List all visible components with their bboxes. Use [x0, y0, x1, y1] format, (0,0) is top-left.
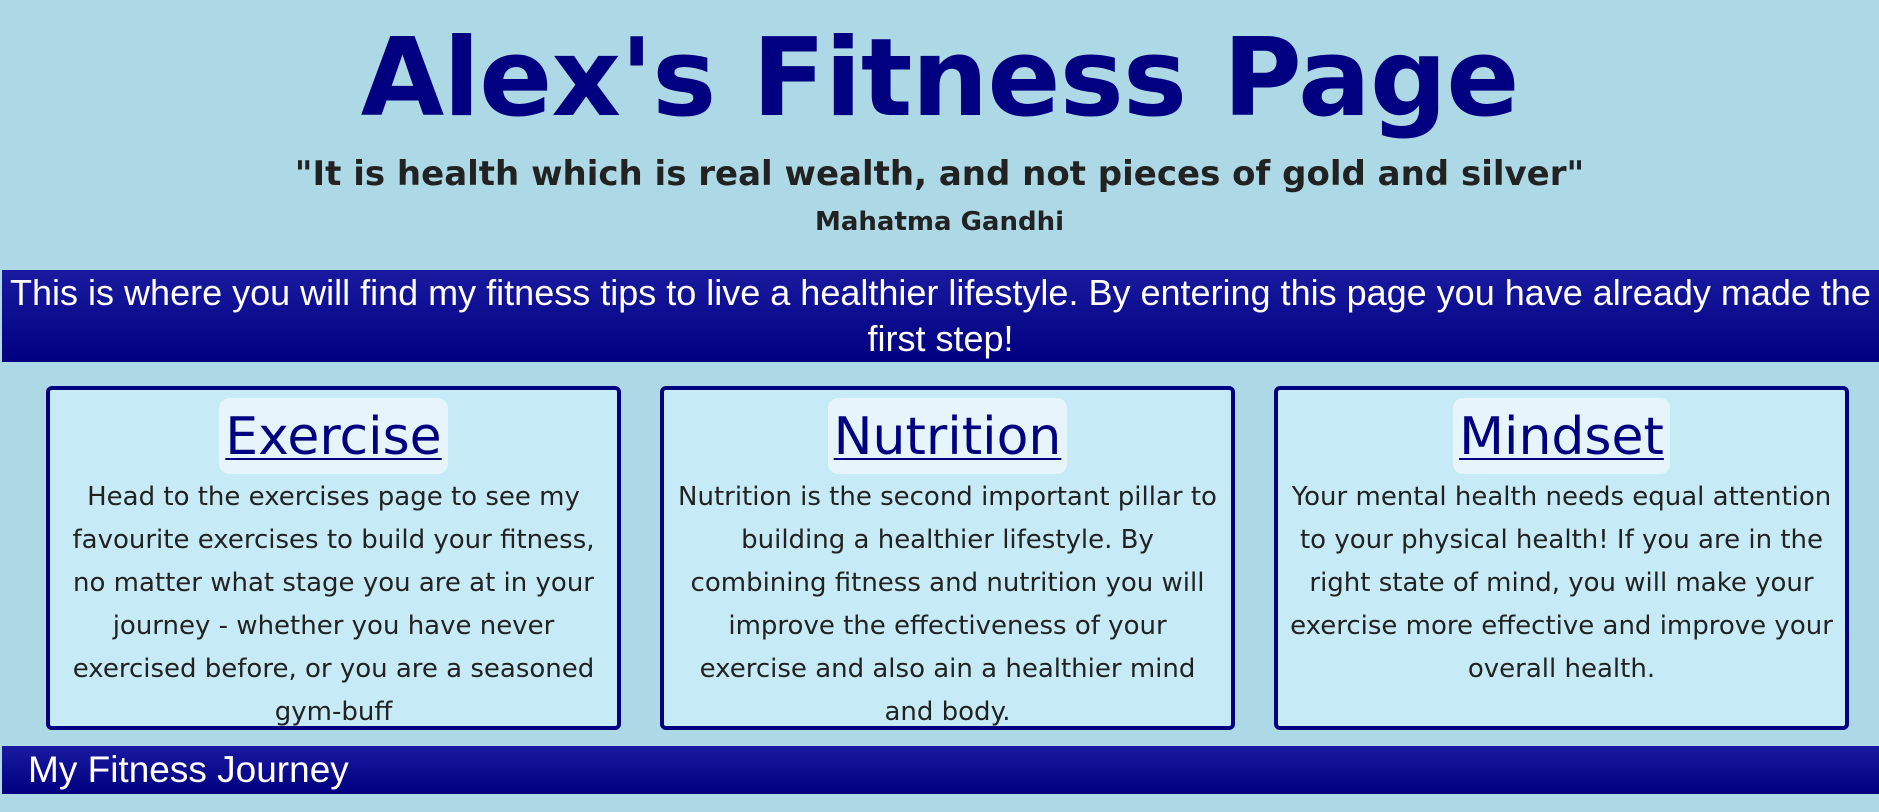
- fitness-journey-bar: My Fitness Journey: [2, 746, 1879, 794]
- page-title: Alex's Fitness Page: [360, 16, 1520, 141]
- topic-cards: Exercise Head to the exercises page to s…: [46, 386, 1852, 732]
- page-header: Alex's Fitness Page "It is health which …: [0, 0, 1879, 256]
- card-mindset: Mindset Your mental health needs equal a…: [1274, 386, 1849, 730]
- card-nutrition: Nutrition Nutrition is the second import…: [660, 386, 1235, 730]
- card-mindset-text: Your mental health needs equal attention…: [1290, 482, 1833, 684]
- nutrition-link[interactable]: Nutrition: [833, 407, 1062, 467]
- card-nutrition-text: Nutrition is the second important pillar…: [678, 482, 1217, 727]
- intro-banner-text: This is where you will find my fitness t…: [10, 272, 1871, 359]
- fitness-journey-title: My Fitness Journey: [28, 749, 349, 790]
- card-exercise-text: Head to the exercises page to see my fav…: [72, 482, 595, 727]
- card-nutrition-heading-wrap: Nutrition: [827, 398, 1068, 474]
- exercise-link[interactable]: Exercise: [225, 407, 442, 467]
- card-exercise-heading-wrap: Exercise: [219, 398, 448, 474]
- intro-banner: This is where you will find my fitness t…: [2, 270, 1879, 362]
- quote-author: Mahatma Gandhi: [814, 207, 1065, 237]
- mindset-link[interactable]: Mindset: [1459, 407, 1664, 467]
- header-quote: "It is health which is real wealth, and …: [294, 154, 1585, 194]
- card-exercise: Exercise Head to the exercises page to s…: [46, 386, 621, 730]
- card-mindset-heading-wrap: Mindset: [1453, 398, 1670, 474]
